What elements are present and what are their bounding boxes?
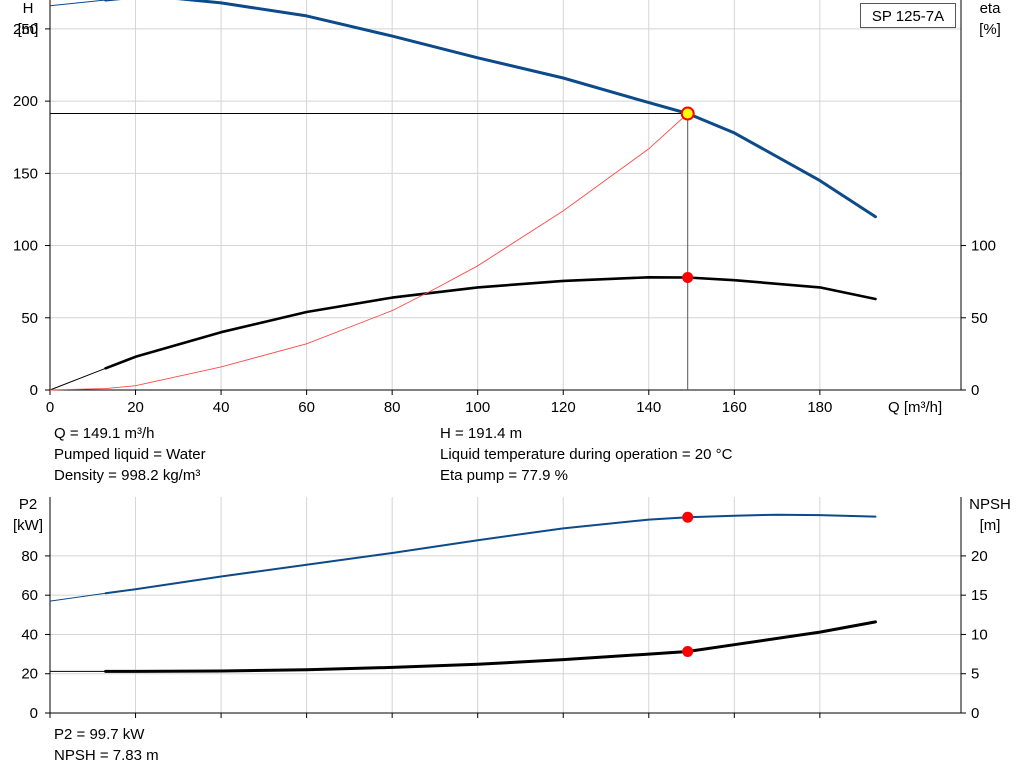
x-tick-label: 160 <box>722 399 747 416</box>
y-right-tick-label: 100 <box>971 238 996 255</box>
flow-value: Q = 149.1 m³/h <box>54 425 155 442</box>
y-right-axis-title: NPSH <box>969 496 1011 513</box>
head-eta-chart: 0 20 40 60 80 100 120 140 160 180 Q [m³/h] 0 50 100 15… <box>13 0 1001 416</box>
y-left-tick-label: 80 <box>21 548 38 565</box>
head-value: H = 191.4 m <box>440 425 523 442</box>
info-bottom: P2 = 99.7 kW NPSH = 7.83 m <box>54 724 159 766</box>
x-tick-label: 120 <box>551 399 576 416</box>
head-duty-point <box>680 106 695 121</box>
y-left-axis-unit: [m] <box>18 21 39 38</box>
y-left-tick-label: 100 <box>13 238 38 255</box>
y-left-tick-label: 40 <box>21 626 38 643</box>
y-right-tick-label: 0 <box>971 705 979 722</box>
x-tick-label: 0 <box>46 399 54 416</box>
y-left-tick-label: 250 <box>13 21 38 38</box>
x-tick-label: 140 <box>636 399 661 416</box>
head-curve-start <box>49 0 106 7</box>
density-value: Density = 998.2 kg/m³ <box>54 467 201 484</box>
plot-area <box>50 497 961 713</box>
y-right-tick-label: 5 <box>971 666 979 683</box>
x-tick-label: 80 <box>384 399 401 416</box>
y-left-tick-label: 50 <box>21 310 38 327</box>
eta-curve-start <box>49 367 106 391</box>
system-curve <box>49 113 689 391</box>
pumped-liquid: Pumped liquid = Water <box>54 446 206 463</box>
x-axis-label: Q [m³/h] <box>888 399 942 416</box>
plot-area <box>50 0 961 390</box>
y-left-axis-title: H <box>23 0 34 17</box>
y-left-axis-title: P2 <box>19 496 37 513</box>
y-right-axis-title: eta <box>980 0 1002 17</box>
x-tick-label: 100 <box>465 399 490 416</box>
power-npsh-chart: 0 20 40 60 80 0 5 10 15 20 P2 [kW] NPSH [m] <box>13 496 1011 722</box>
y-left-tick-label: 0 <box>30 705 38 722</box>
y-left-tick-label: 200 <box>13 93 38 110</box>
y-left-tick-label: 20 <box>21 666 38 683</box>
npsh-value: NPSH = 7.83 m <box>54 747 159 764</box>
y-right-tick-label: 20 <box>971 548 988 565</box>
eta-duty-point <box>682 271 694 283</box>
info-left-top: Q = 149.1 m³/h Pumped liquid = Water Den… <box>54 423 206 486</box>
y-right-axis-unit: [m] <box>980 517 1001 534</box>
y-left-axis-unit: [kW] <box>13 517 43 534</box>
eta-curve <box>104 276 877 370</box>
y-right-tick-label: 50 <box>971 310 988 327</box>
npsh-duty-point <box>682 645 694 657</box>
eta-pump-value: Eta pump = 77.9 % <box>440 467 568 484</box>
model-label: SP 125-7A <box>860 3 956 28</box>
p2-value: P2 = 99.7 kW <box>54 726 145 743</box>
y-right-tick-label: 10 <box>971 626 988 643</box>
p2-curve-start <box>49 592 106 602</box>
x-tick-label: 60 <box>298 399 315 416</box>
y-right-tick-label: 15 <box>971 587 988 604</box>
x-tick-label: 20 <box>127 399 144 416</box>
y-right-axis-unit: [%] <box>979 21 1001 38</box>
p2-duty-point <box>682 511 694 523</box>
head-curve <box>104 0 877 219</box>
y-left-tick-label: 0 <box>30 382 38 399</box>
x-tick-label: 180 <box>807 399 832 416</box>
p2-curve <box>104 513 877 595</box>
x-tick-label: 40 <box>213 399 230 416</box>
info-right-top: H = 191.4 m Liquid temperature during op… <box>440 423 732 486</box>
y-right-tick-label: 0 <box>971 382 979 399</box>
liquid-temperature: Liquid temperature during operation = 20… <box>440 446 733 463</box>
y-left-tick-label: 60 <box>21 587 38 604</box>
npsh-curve <box>104 620 877 673</box>
y-left-tick-label: 150 <box>13 165 38 182</box>
